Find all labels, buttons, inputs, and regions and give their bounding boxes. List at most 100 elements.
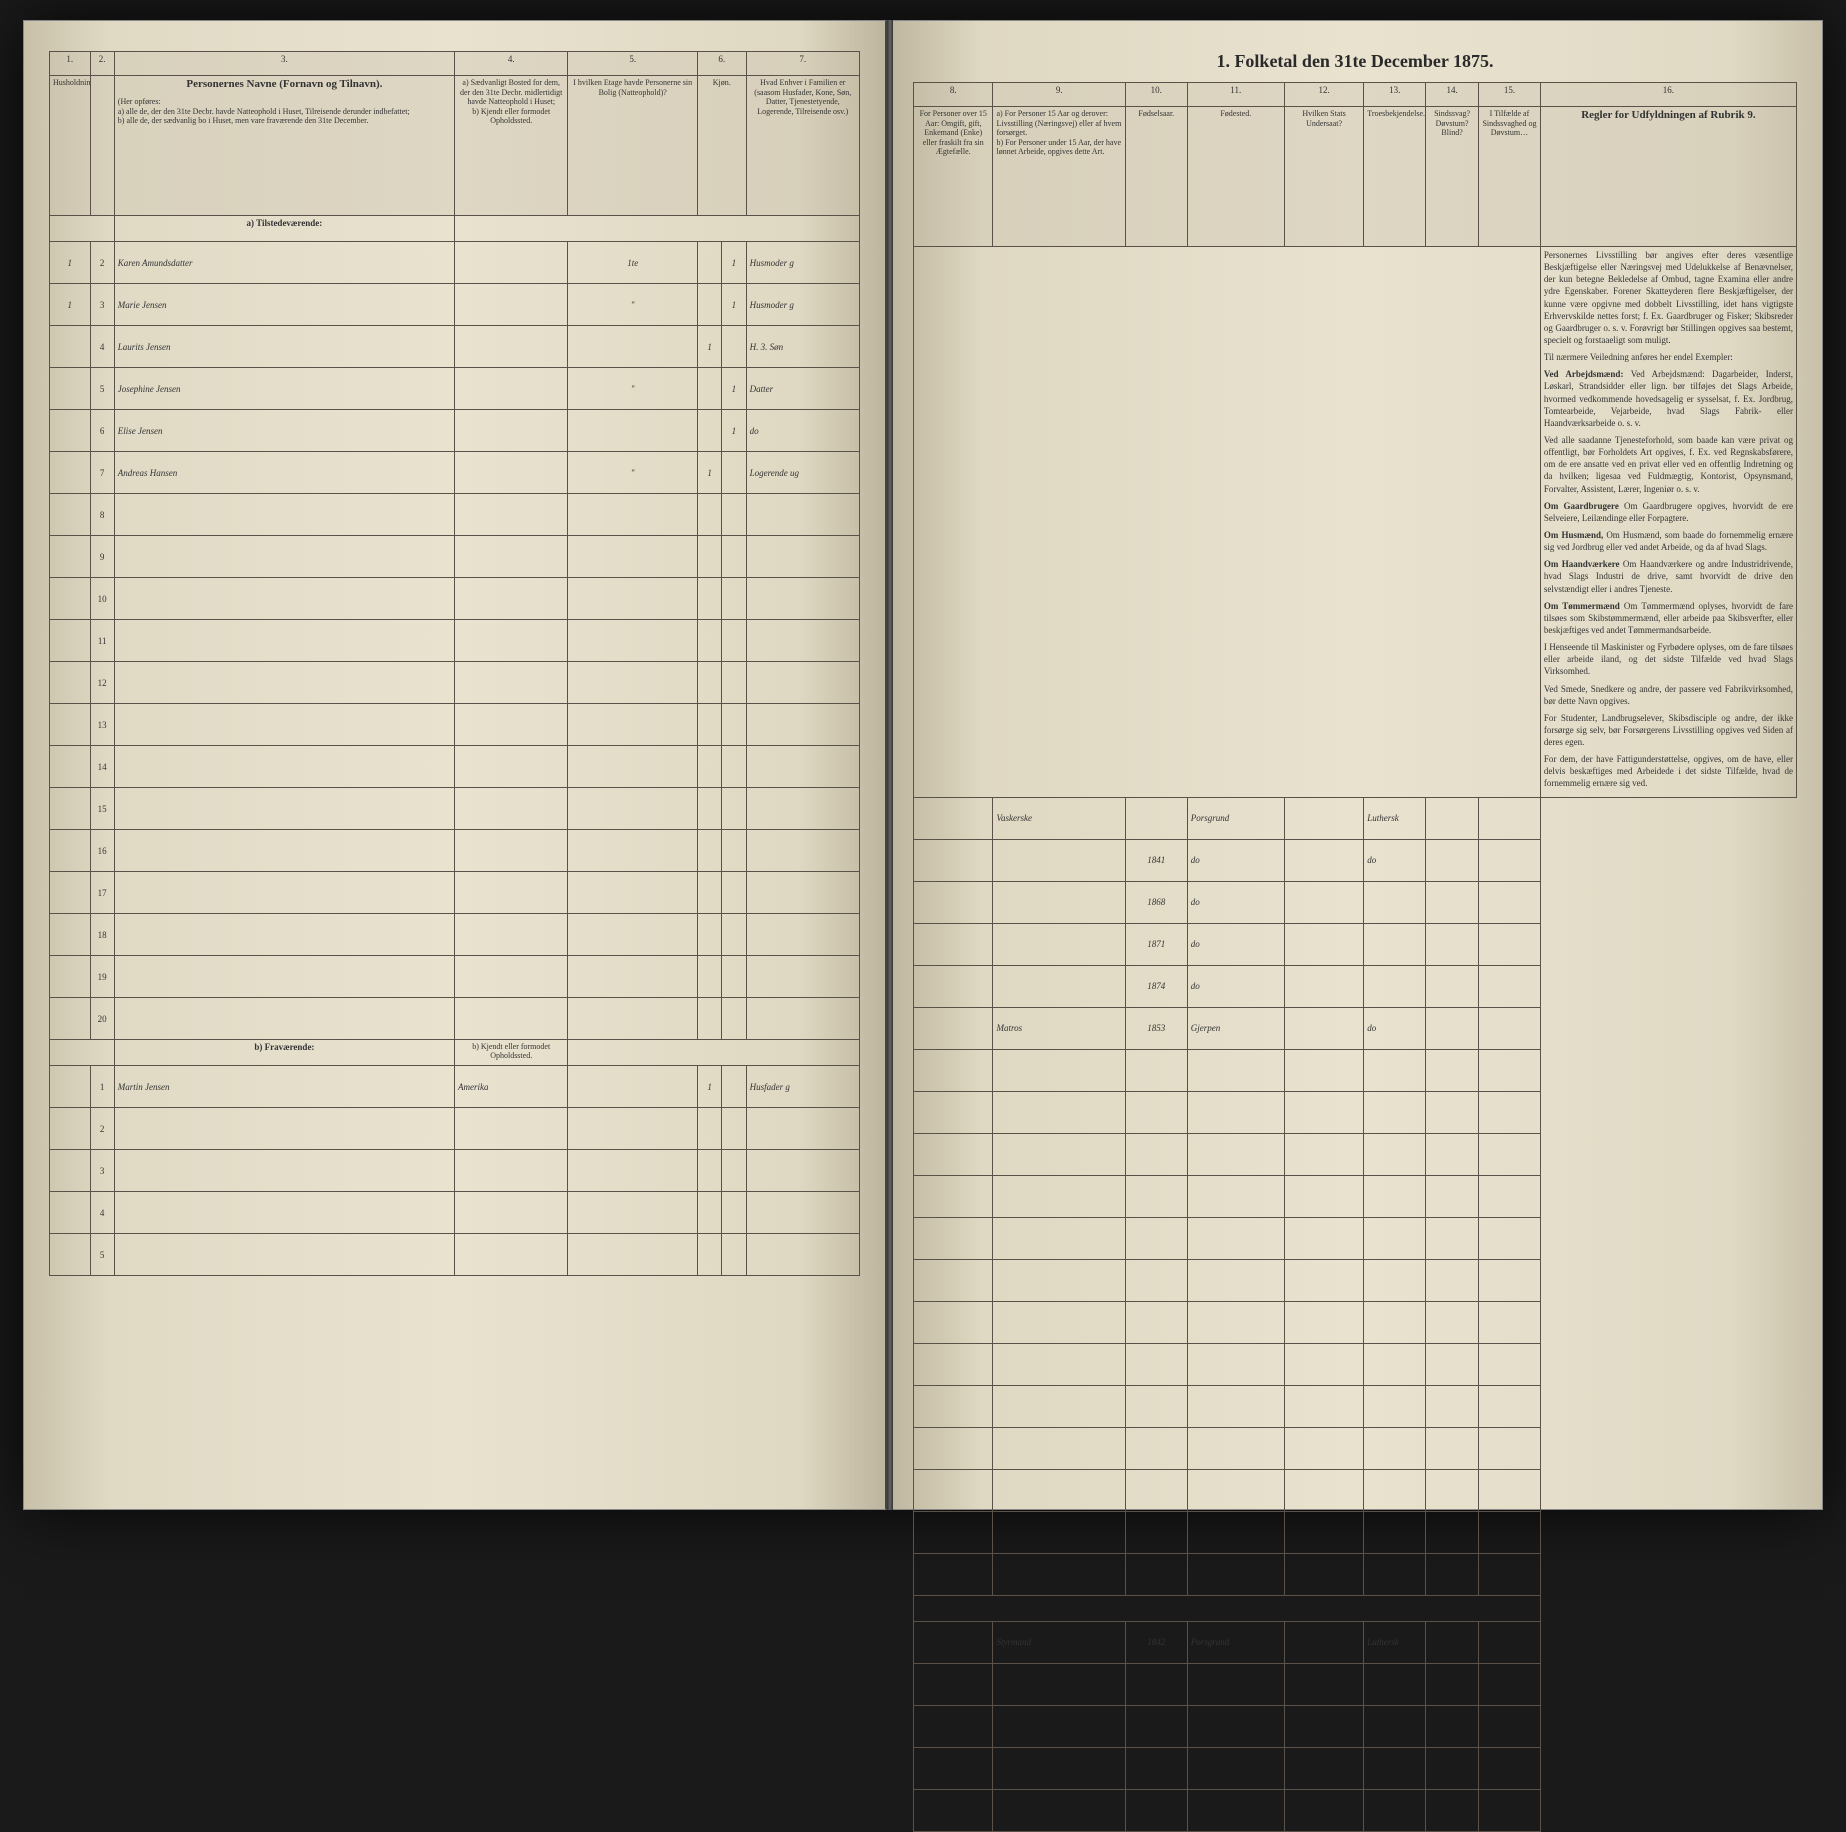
- cell-marital: [914, 1007, 993, 1049]
- cell-sex-f: [722, 1066, 746, 1108]
- cell-household: [50, 998, 91, 1040]
- cell-occupation: [993, 1705, 1125, 1747]
- instr-p2: Til nærmere Veiledning anføres her endel…: [1544, 352, 1733, 362]
- cell-birthyear: 1842: [1125, 1621, 1187, 1663]
- cell-birthplace: [1187, 1301, 1284, 1343]
- table-row: 8: [50, 494, 860, 536]
- cell-nationality: [1284, 1705, 1363, 1747]
- cell-disability2: [1479, 797, 1541, 839]
- table-row: [914, 1789, 1797, 1831]
- cell-birthyear: [1125, 1705, 1187, 1747]
- table-row: Matros1853Gjerpendo: [914, 1007, 1797, 1049]
- cell-residence: Amerika: [455, 1066, 568, 1108]
- cell-sex-m: [697, 368, 721, 410]
- cell-residence: [455, 662, 568, 704]
- cell-name: Elise Jensen: [114, 410, 454, 452]
- cell-relation: [746, 788, 859, 830]
- hdr-11: Fødested.: [1187, 107, 1284, 247]
- cell-religion: [1364, 1343, 1426, 1385]
- census-table-left: 1. 2. 3. 4. 5. 6. 7. Husholdninger. Pers…: [49, 51, 860, 1276]
- cell-household: [50, 494, 91, 536]
- cell-line-num: 11: [90, 620, 114, 662]
- cell-sex-f: [722, 536, 746, 578]
- cell-line-num: 16: [90, 830, 114, 872]
- cell-disability2: [1479, 1133, 1541, 1175]
- cell-relation: [746, 662, 859, 704]
- col-num-13: 13.: [1364, 83, 1426, 107]
- hdr-8: For Personer over 15 Aar: Omgift, gift, …: [914, 107, 993, 247]
- cell-sex-f: 1: [722, 284, 746, 326]
- cell-birthyear: [1125, 1385, 1187, 1427]
- cell-sex-m: 1: [697, 326, 721, 368]
- cell-household: [50, 1234, 91, 1276]
- instr-p11: For Studenter, Landbrugselever, Skibsdis…: [1544, 713, 1793, 747]
- cell-disability2: [1479, 1705, 1541, 1747]
- cell-sex-f: 1: [722, 242, 746, 284]
- cell-marital: [914, 839, 993, 881]
- cell-disability2: [1479, 839, 1541, 881]
- col-num-14: 14.: [1426, 83, 1479, 107]
- cell-nationality: [1284, 1259, 1363, 1301]
- cell-disability2: [1479, 1343, 1541, 1385]
- cell-disability2: [1479, 1789, 1541, 1831]
- cell-floor: [568, 998, 698, 1040]
- cell-line-num: 14: [90, 746, 114, 788]
- cell-line-num: 1: [90, 1066, 114, 1108]
- cell-religion: [1364, 1301, 1426, 1343]
- cell-floor: ": [568, 368, 698, 410]
- cell-religion: Luthersk: [1364, 1621, 1426, 1663]
- cell-sex-m: [697, 536, 721, 578]
- cell-sex-m: [697, 578, 721, 620]
- cell-sex-m: 1: [697, 1066, 721, 1108]
- cell-sex-f: [722, 704, 746, 746]
- cell-disability2: [1479, 1217, 1541, 1259]
- cell-relation: [746, 956, 859, 998]
- cell-floor: [568, 578, 698, 620]
- cell-birthyear: [1125, 1259, 1187, 1301]
- cell-marital: [914, 1301, 993, 1343]
- cell-line-num: 8: [90, 494, 114, 536]
- cell-marital: [914, 1343, 993, 1385]
- cell-relation: [746, 914, 859, 956]
- cell-line-num: 3: [90, 1150, 114, 1192]
- cell-birthyear: [1125, 1511, 1187, 1553]
- cell-sex-f: [722, 578, 746, 620]
- cell-residence: [455, 452, 568, 494]
- cell-name: Karen Amundsdatter: [114, 242, 454, 284]
- cell-household: [50, 1066, 91, 1108]
- table-row: [914, 1301, 1797, 1343]
- cell-birthplace: [1187, 1469, 1284, 1511]
- cell-religion: [1364, 1747, 1426, 1789]
- cell-name: [114, 956, 454, 998]
- cell-sex-m: [697, 956, 721, 998]
- cell-relation: [746, 704, 859, 746]
- cell-relation: Logerende ug: [746, 452, 859, 494]
- cell-name: Marie Jensen: [114, 284, 454, 326]
- cell-disability: [1426, 1427, 1479, 1469]
- cell-occupation: [993, 1217, 1125, 1259]
- cell-marital: [914, 1747, 993, 1789]
- cell-disability: [1426, 1747, 1479, 1789]
- table-row: [914, 1705, 1797, 1747]
- table-row: 1871do: [914, 923, 1797, 965]
- table-row: Styrmand1842PorsgrundLuthersk: [914, 1621, 1797, 1663]
- col-num-3: 3.: [114, 52, 454, 76]
- cell-nationality: [1284, 1217, 1363, 1259]
- cell-birthyear: [1125, 1175, 1187, 1217]
- cell-line-num: 4: [90, 326, 114, 368]
- cell-residence: [455, 620, 568, 662]
- cell-nationality: [1284, 1747, 1363, 1789]
- hdr-5: I hvilken Etage havde Personerne sin Bol…: [568, 76, 698, 216]
- cell-relation: [746, 1234, 859, 1276]
- cell-religion: [1364, 1259, 1426, 1301]
- cell-religion: [1364, 1091, 1426, 1133]
- hdr-6: Kjøn.: [697, 76, 746, 216]
- cell-occupation: [993, 1259, 1125, 1301]
- cell-marital: [914, 1427, 993, 1469]
- cell-nationality: [1284, 1133, 1363, 1175]
- cell-birthplace: do: [1187, 881, 1284, 923]
- cell-residence: [455, 872, 568, 914]
- cell-religion: [1364, 1789, 1426, 1831]
- cell-nationality: [1284, 1049, 1363, 1091]
- hdr-4: a) Sædvanligt Bosted for dem, der den 31…: [455, 76, 568, 216]
